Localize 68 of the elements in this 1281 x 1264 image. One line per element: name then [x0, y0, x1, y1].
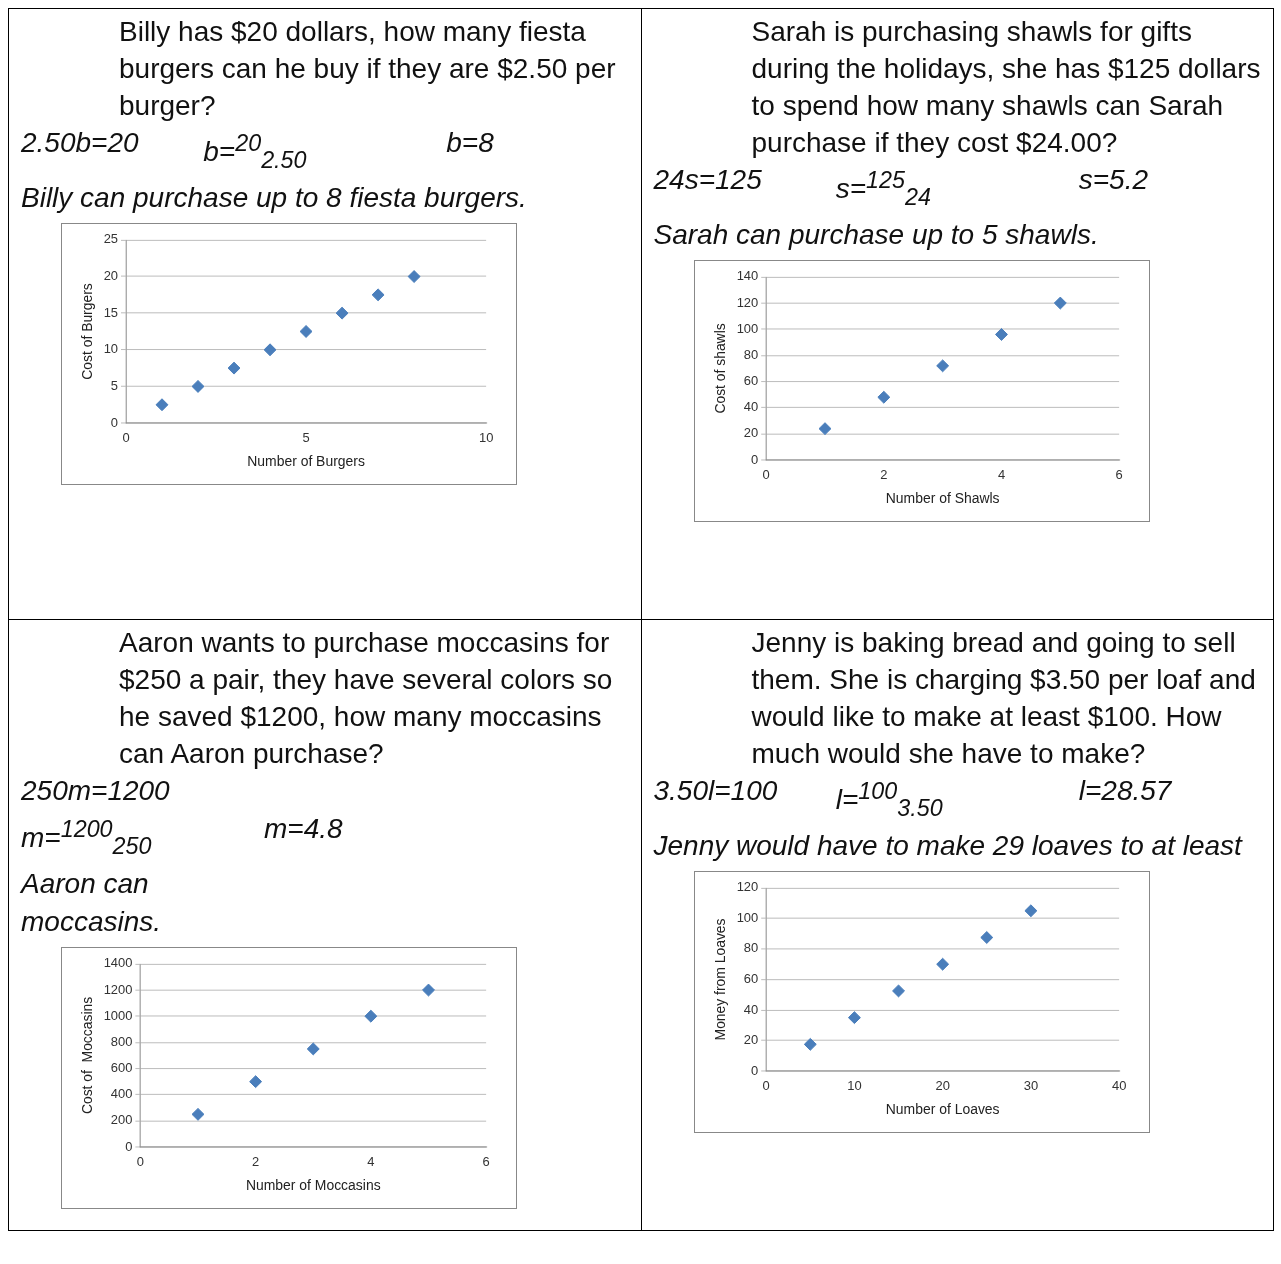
y-tick-label: 10 [103, 341, 119, 357]
x-tick-label: 0 [136, 1154, 144, 1170]
text: s=5.2 [1078, 163, 1150, 197]
y-tick-label: 15 [103, 304, 119, 320]
text: 250m=1200 [21, 774, 171, 808]
text: Aaron can [21, 866, 150, 901]
y-tick-label: 1000 [103, 1007, 133, 1023]
text: 24s=125 [653, 163, 763, 197]
x-tick-label: 6 [1115, 467, 1123, 483]
x-axis-title: Number of Shawls [885, 489, 1000, 506]
x-tick-label: 6 [482, 1154, 490, 1170]
x-tick-label: 0 [762, 467, 770, 483]
y-tick-label: 400 [110, 1086, 133, 1102]
text: Sarah can purchase up to 5 shawls. [653, 217, 1100, 252]
y-tick-label: 0 [125, 1138, 133, 1154]
text: Billy can purchase up to 8 fiesta burgers. [21, 180, 528, 215]
x-tick-label: 4 [997, 467, 1005, 483]
y-tick-label: 0 [750, 451, 758, 467]
x-axis-title: Number of Loaves [885, 1100, 1000, 1117]
y-tick-label: 0 [110, 414, 119, 430]
y-tick-label: 80 [743, 346, 758, 362]
y-axis-title: Cost of Burgers [79, 283, 96, 380]
y-tick-label: 120 [736, 294, 758, 310]
y-tick-label: 140 [736, 268, 758, 284]
y-tick-label: 60 [743, 373, 758, 389]
y-tick-label: 25 [103, 231, 119, 247]
text: Jenny would have to make 29 loaves to at least [653, 828, 1244, 863]
text: b=8 [446, 126, 495, 160]
y-tick-label: 5 [110, 377, 119, 393]
y-tick-label: 1400 [103, 955, 133, 971]
x-tick-label: 5 [302, 430, 310, 446]
y-tick-label: 120 [736, 879, 758, 895]
y-tick-label: 800 [110, 1033, 133, 1049]
y-axis-title: Cost of Moccasins [79, 996, 96, 1115]
chart-title: Aaron wants to purchase moccasins for $250 a pair, they have several colors so he saved $1200, how many moccasins can Aaron purchase? [118, 626, 614, 771]
text: 2.50b=20 [21, 126, 140, 160]
x-tick-label: 4 [367, 1154, 375, 1170]
y-tick-label: 100 [736, 909, 758, 925]
x-tick-label: 40 [1111, 1078, 1126, 1094]
y-axis-title: Cost of shawls [711, 323, 728, 414]
x-tick-label: 10 [478, 430, 494, 446]
y-tick-label: 20 [743, 1032, 758, 1047]
x-tick-label: 2 [252, 1154, 260, 1170]
chart-title: Billy has $20 dollars, how many fiesta burgers can he buy if they are $2.50 per burger? [118, 15, 617, 123]
y-tick-label: 1200 [103, 981, 133, 997]
y-tick-label: 60 [743, 970, 758, 986]
y-tick-label: 600 [110, 1060, 133, 1076]
x-axis-title: Number of Moccasins [245, 1176, 381, 1193]
x-tick-label: 20 [934, 1078, 950, 1094]
chart-title: Jenny is baking bread and going to sell them. She is charging $3.50 per loaf and would like to make at least $100. How much would she have to make? [750, 626, 1257, 771]
y-tick-label: 0 [750, 1062, 758, 1078]
y-tick-label: 40 [743, 399, 758, 415]
y-axis-title: Money from Loaves [711, 918, 728, 1041]
x-tick-label: 30 [1023, 1078, 1038, 1094]
x-tick-label: 2 [879, 467, 887, 483]
x-tick-label: 0 [762, 1078, 770, 1094]
text: 3.50l=100 [653, 774, 779, 808]
y-tick-label: 40 [743, 1001, 758, 1017]
y-tick-label: 200 [110, 1112, 133, 1128]
x-axis-title: Number of Burgers [247, 452, 365, 469]
chart-title: Sarah is purchasing shawls for gifts during the holidays, she has $125 dollars to spend how many shawls can Sarah purchase if they cost $24.00? [750, 15, 1261, 160]
text: moccasins. [21, 904, 163, 939]
y-tick-label: 80 [743, 940, 758, 956]
y-tick-label: 100 [736, 320, 758, 336]
text: m=4.8 [264, 812, 344, 846]
y-tick-label: 20 [103, 268, 119, 283]
x-tick-label: 10 [846, 1078, 862, 1094]
text: l=28.57 [1078, 774, 1173, 808]
